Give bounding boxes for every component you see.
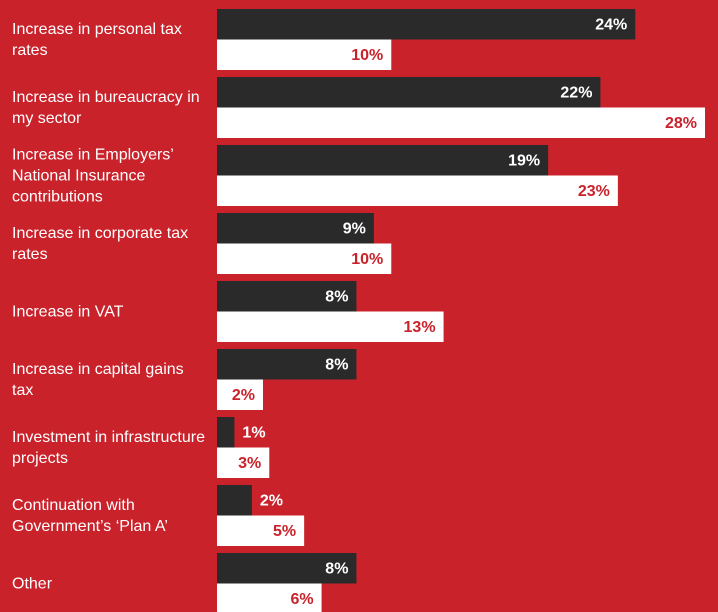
bar: [217, 9, 636, 40]
category-label: Increase in personal tax rates: [12, 20, 182, 59]
value-label: 28%: [665, 115, 697, 132]
bar: [217, 175, 618, 206]
bar: [217, 77, 601, 108]
category-label: Increase in VAT: [12, 303, 124, 320]
value-label: 5%: [273, 523, 296, 540]
category-label: Other: [12, 575, 53, 592]
value-label: 6%: [290, 591, 313, 608]
bar: [217, 515, 305, 546]
value-label: 10%: [351, 251, 383, 268]
category-label: Continuation with Government’s ‘Plan A’: [12, 496, 168, 535]
value-label: 10%: [351, 47, 383, 64]
value-label: 24%: [595, 16, 627, 33]
value-label: 3%: [238, 455, 261, 472]
bar: [217, 107, 705, 138]
value-label: 9%: [343, 220, 366, 237]
category-label: Increase in Employers’ National Insuranc…: [12, 146, 174, 205]
bar: [217, 417, 235, 448]
bar: [217, 553, 357, 584]
bar: [217, 349, 357, 380]
value-label: 1%: [242, 424, 265, 441]
bar: [217, 379, 263, 410]
bar: [217, 213, 374, 244]
bar: [217, 485, 252, 516]
category-label: Increase in corporate tax rates: [12, 224, 189, 263]
value-label: 2%: [260, 492, 283, 509]
value-label: 2%: [232, 387, 255, 404]
bar: [217, 39, 392, 70]
value-label: 23%: [578, 183, 610, 200]
value-label: 19%: [508, 152, 540, 169]
value-label: 8%: [325, 560, 348, 577]
bar: [217, 243, 392, 274]
value-label: 22%: [560, 84, 592, 101]
value-label: 13%: [404, 319, 436, 336]
category-label: Increase in bureaucracy in my sector: [12, 88, 200, 127]
category-label: Increase in capital gains tax: [12, 360, 184, 399]
bar: [217, 281, 357, 312]
bar: [217, 583, 322, 612]
bar: [217, 447, 270, 478]
value-label: 8%: [325, 356, 348, 373]
bar: [217, 145, 549, 176]
bar: [217, 311, 444, 342]
category-label: Investment in infrastructure projects: [12, 428, 205, 467]
value-label: 8%: [325, 288, 348, 305]
